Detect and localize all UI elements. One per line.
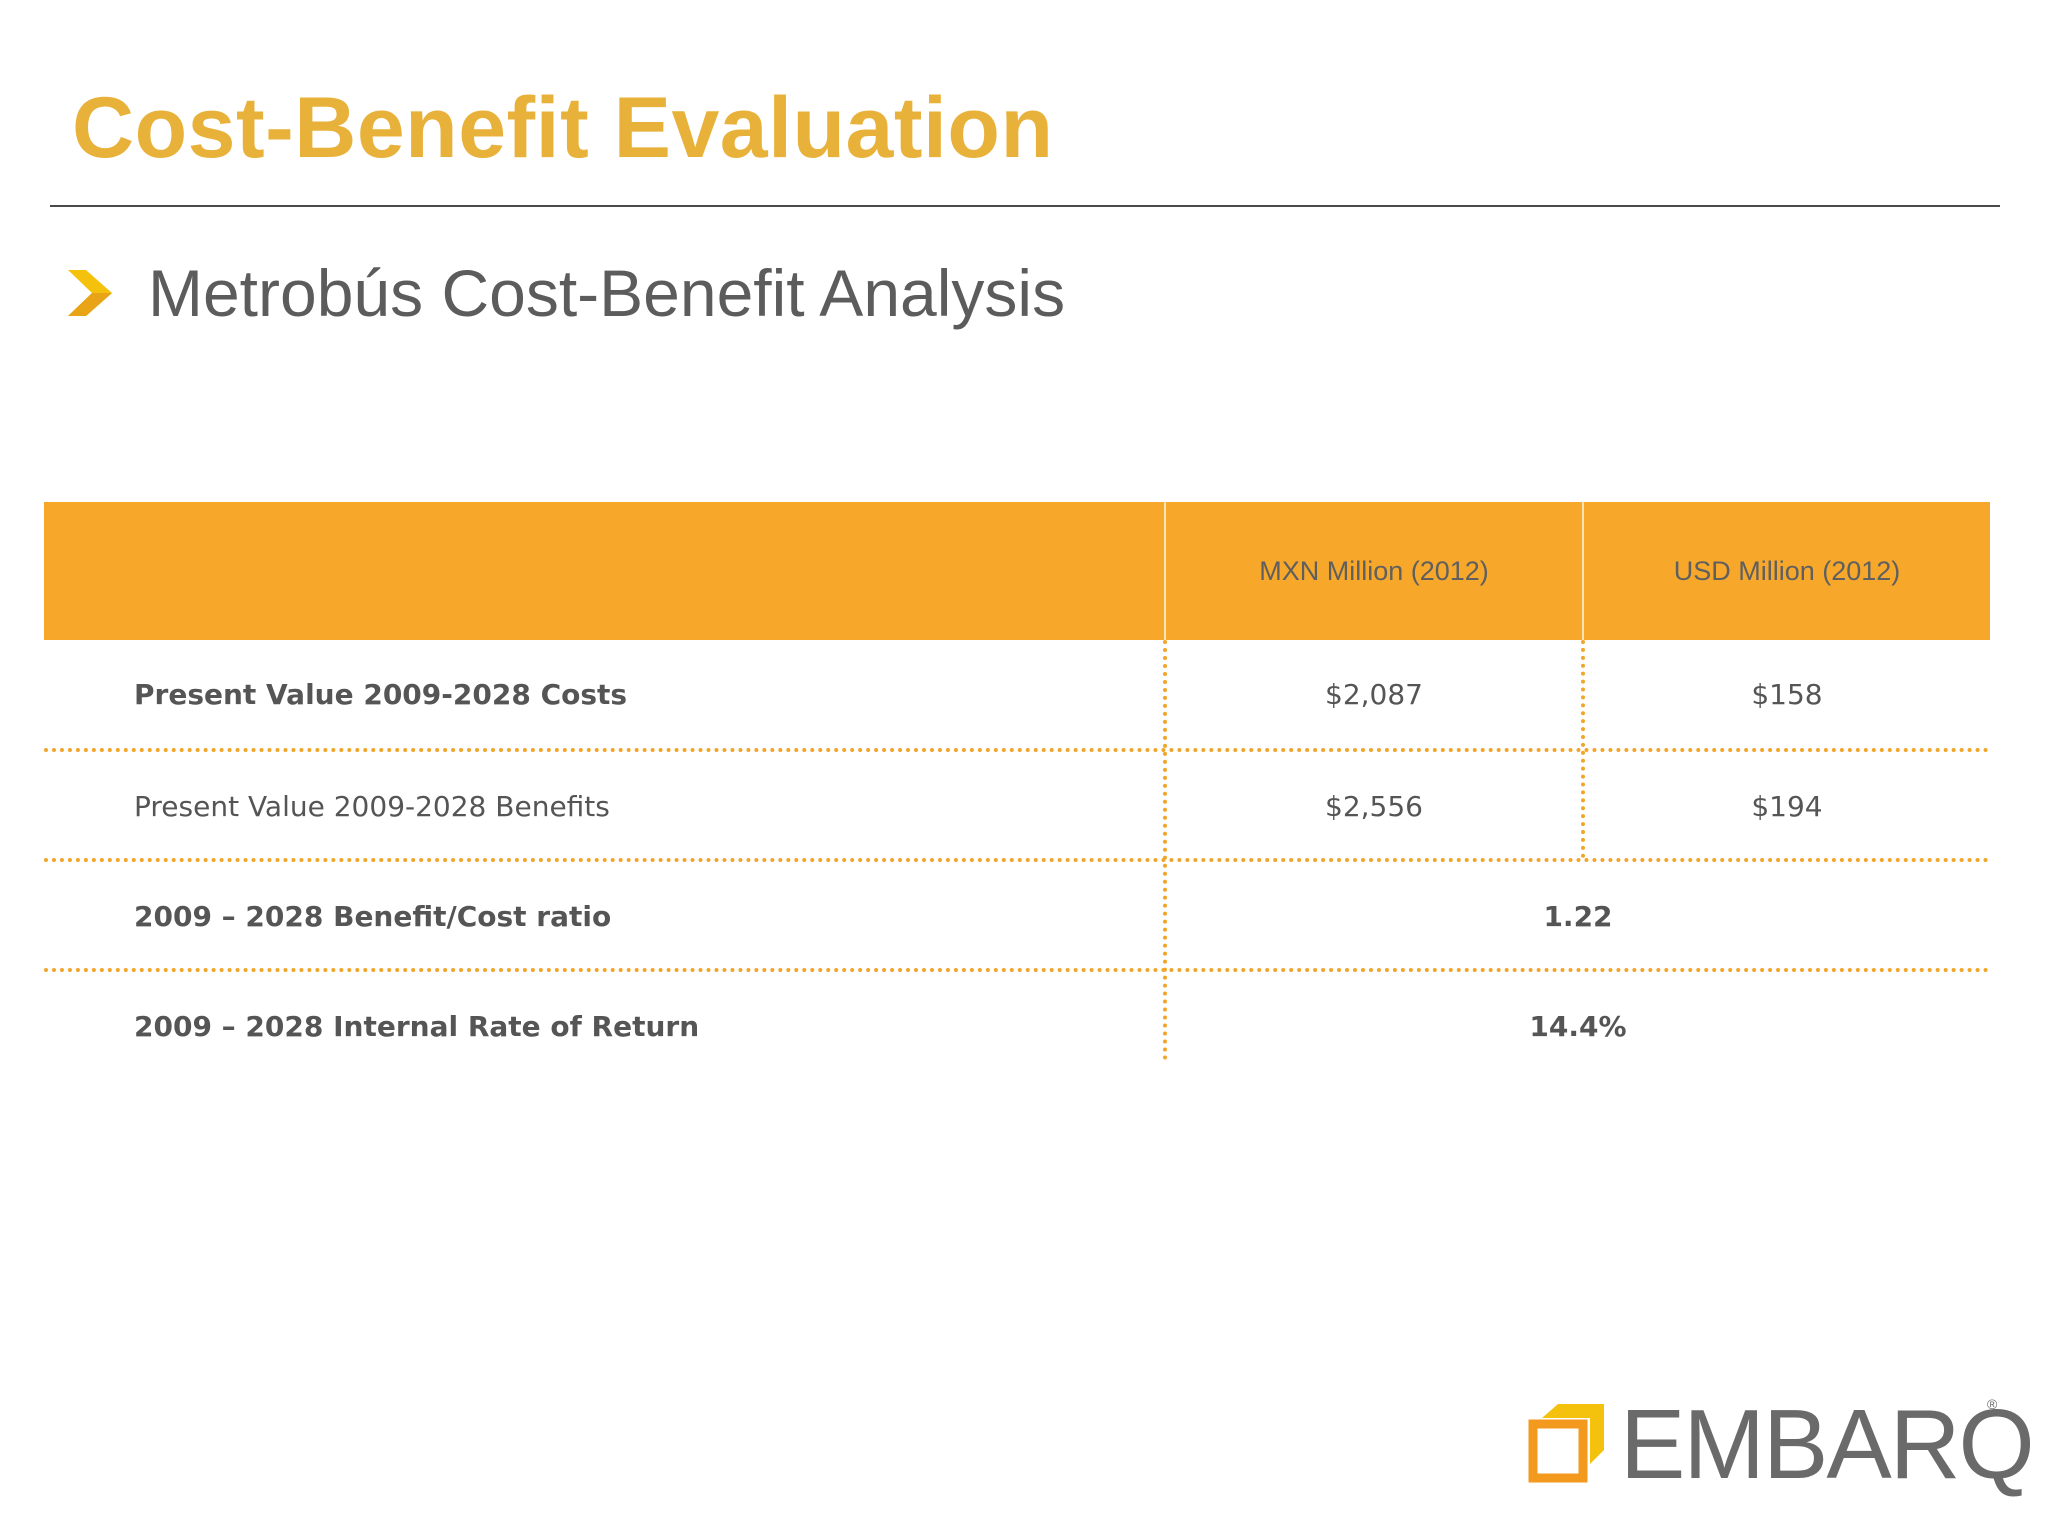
row-value-mxn: $2,556 <box>1325 789 1423 823</box>
title-divider <box>50 205 2000 207</box>
row-label: Present Value 2009-2028 Benefits <box>134 789 610 823</box>
table-row: 2009 – 2028 Internal Rate of Return 14.4… <box>44 972 1990 1080</box>
row-value-usd: $158 <box>1751 677 1823 711</box>
row-divider <box>44 748 1990 752</box>
row-divider <box>44 858 1990 862</box>
chevron-right-icon <box>68 270 112 316</box>
cost-benefit-table: MXN Million (2012) USD Million (2012) Pr… <box>44 502 1990 1062</box>
row-value-merged: 1.22 <box>1543 899 1613 933</box>
row-label: 2009 – 2028 Benefit/Cost ratio <box>134 899 612 933</box>
row-value-mxn: $2,087 <box>1325 677 1423 711</box>
header-cell-mxn: MXN Million (2012) <box>1259 555 1489 586</box>
row-label: 2009 – 2028 Internal Rate of Return <box>134 1009 700 1043</box>
row-value-usd: $194 <box>1751 789 1823 823</box>
table-row: Present Value 2009-2028 Benefits $2,556 … <box>44 752 1990 860</box>
row-divider <box>44 968 1990 972</box>
header-divider <box>1582 502 1584 640</box>
column-divider <box>1163 640 1167 1060</box>
header-divider <box>1164 502 1166 640</box>
row-label: Present Value 2009-2028 Costs <box>134 677 628 711</box>
embarq-logo-mark <box>1528 1404 1604 1483</box>
row-value-merged: 14.4% <box>1529 1009 1627 1043</box>
logo-wordmark: EMBARQ <box>1620 1389 2035 1499</box>
header-cell-usd: USD Million (2012) <box>1673 555 1901 586</box>
registered-mark: ® <box>1987 1396 1998 1412</box>
slide-title: Cost-Benefit Evaluation <box>72 80 1054 176</box>
bullet-text: Metrobús Cost-Benefit Analysis <box>148 256 1066 330</box>
table-row: 2009 – 2028 Benefit/Cost ratio 1.22 <box>44 862 1990 970</box>
table-row: Present Value 2009-2028 Costs $2,087 $15… <box>44 640 1990 748</box>
embarq-logo: EMBARQ ® <box>1528 1394 2035 1494</box>
column-divider <box>1581 640 1585 858</box>
table-header: MXN Million (2012) USD Million (2012) <box>44 502 1990 640</box>
header-cell-empty <box>44 502 1164 640</box>
